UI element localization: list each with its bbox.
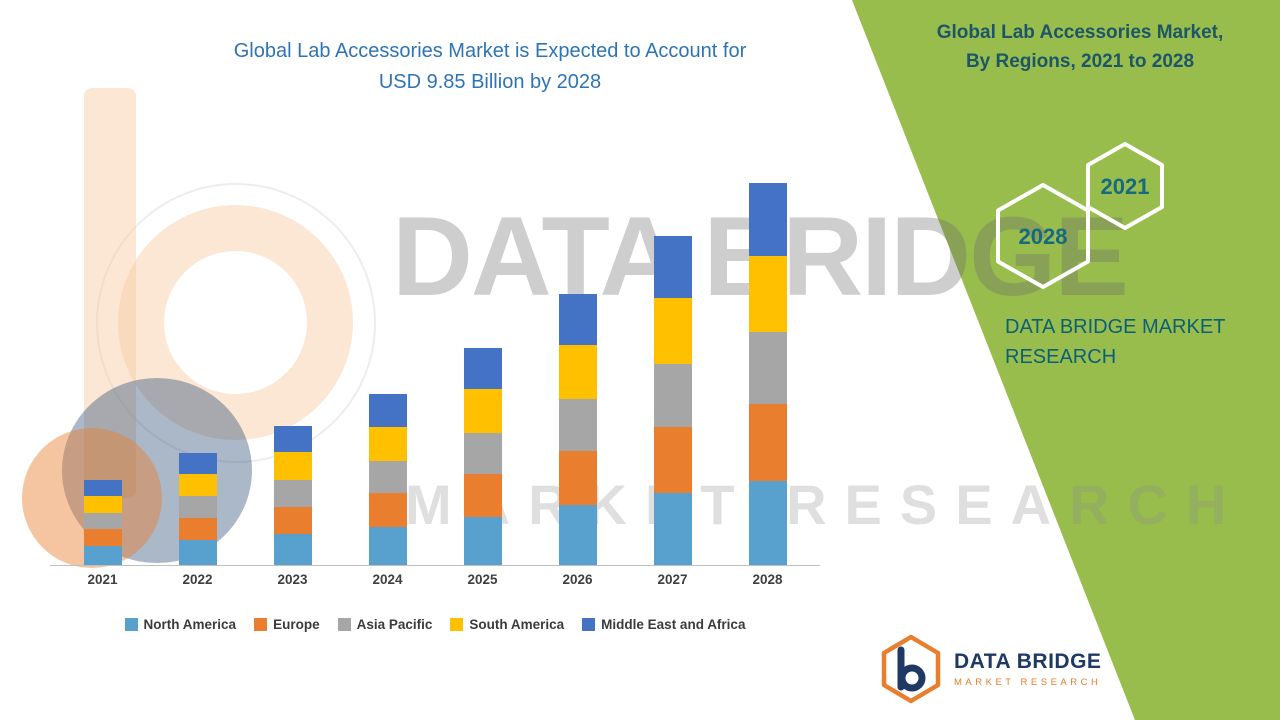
segment-2028-asia-pacific: [748, 331, 787, 405]
segment-2028-europe: [748, 404, 787, 481]
segment-2024-europe: [368, 493, 407, 528]
chart-legend: North America Europe Asia Pacific South Ame…: [30, 617, 840, 632]
segment-2026-north-america: [558, 505, 597, 565]
side-panel-title-line2: By Regions, 2021 to 2028: [965, 51, 1195, 73]
segment-2021-north-america: [83, 546, 122, 565]
side-panel-brand-line2: RESEARCH: [1005, 346, 1117, 368]
legend-swatch: [337, 618, 351, 631]
segment-2023-middle-east-and-africa: [273, 425, 312, 453]
segment-2027-europe: [653, 426, 692, 493]
chart-title-line2: USD 9.85 Billion by 2028: [378, 71, 602, 93]
hexagon-2028-label: 2028: [1019, 224, 1068, 249]
company-subtitle: MARKET RESEARCH: [954, 677, 1102, 688]
segment-2022-middle-east-and-africa: [178, 452, 217, 474]
watermark-text-market-research: MARKET RESEARCH: [405, 473, 1245, 536]
x-label-2027: 2027: [657, 572, 688, 587]
x-label-2028: 2028: [752, 572, 783, 587]
bar-2026: [558, 293, 597, 565]
side-panel-title: Global Lab Accessories Market, By Region…: [900, 18, 1260, 77]
segment-2027-asia-pacific: [653, 363, 692, 427]
segment-2024-south-america: [368, 426, 407, 461]
segment-2023-north-america: [273, 534, 312, 565]
bar-2025: [463, 347, 502, 565]
segment-2027-middle-east-and-africa: [653, 235, 692, 298]
segment-2021-south-america: [83, 495, 122, 514]
hexagon-2021-label: 2021: [1101, 174, 1150, 199]
legend-swatch: [124, 618, 138, 631]
segment-2025-north-america: [463, 517, 502, 565]
company-name: DATA BRIDGE: [954, 650, 1102, 673]
legend-item-europe: Europe: [254, 617, 320, 632]
legend-label: South America: [469, 617, 565, 632]
segment-2027-south-america: [653, 297, 692, 364]
side-panel-brand: DATA BRIDGE MARKET RESEARCH: [1005, 312, 1265, 372]
legend-swatch: [254, 618, 268, 631]
legend-item-north-america: North America: [124, 617, 237, 632]
legend-label: Europe: [273, 617, 320, 632]
bar-2021: [83, 479, 122, 565]
legend-item-asia-pacific: Asia Pacific: [337, 617, 433, 632]
segment-2025-south-america: [463, 389, 502, 433]
segment-2023-europe: [273, 506, 312, 535]
segment-2028-north-america: [748, 480, 787, 565]
segment-2026-europe: [558, 451, 597, 506]
watermark-logo-ring-outline: [96, 183, 376, 463]
x-label-2023: 2023: [277, 572, 308, 587]
hexagon-2021-outline: [1086, 142, 1164, 230]
x-label-2022: 2022: [182, 572, 213, 587]
segment-2021-middle-east-and-africa: [83, 479, 122, 496]
segment-2025-middle-east-and-africa: [463, 347, 502, 390]
bars: [55, 183, 815, 565]
legend-item-middle-east-and-africa: Middle East and Africa: [582, 617, 745, 632]
chart-title-line1: Global Lab Accessories Market is Expecte…: [233, 40, 747, 62]
segment-2025-europe: [463, 473, 502, 518]
bar-2023: [273, 425, 312, 565]
bar-2027: [653, 235, 692, 565]
segment-2027-north-america: [653, 492, 692, 565]
bar-2022: [178, 452, 217, 565]
segment-2022-europe: [178, 517, 217, 541]
segment-2021-asia-pacific: [83, 513, 122, 530]
legend-label: Middle East and Africa: [601, 617, 746, 632]
side-panel-brand-line1: DATA BRIDGE MARKET: [1005, 316, 1226, 338]
segment-2028-south-america: [748, 255, 787, 332]
segment-2026-south-america: [558, 345, 597, 400]
segment-2023-asia-pacific: [273, 480, 312, 507]
segment-2028-middle-east-and-africa: [748, 183, 787, 256]
segment-2022-south-america: [178, 473, 217, 497]
segment-2025-asia-pacific: [463, 432, 502, 474]
company-logo-mark: [881, 634, 941, 704]
x-axis-line: [50, 565, 820, 566]
year-hexagons: 2028 2021: [996, 142, 1164, 289]
legend-swatch: [450, 618, 464, 631]
company-logo: DATA BRIDGE MARKET RESEARCH: [880, 634, 1101, 704]
chart-title: Global Lab Accessories Market is Expecte…: [120, 36, 860, 98]
x-axis-labels: 2021 2022 2023 2024 2025 2026 2027 2028: [55, 572, 815, 587]
bar-2024: [368, 394, 407, 565]
x-label-2021: 2021: [87, 572, 118, 587]
hexagon-2028-outline: [996, 183, 1090, 289]
x-label-2025: 2025: [467, 572, 498, 587]
segment-2022-asia-pacific: [178, 496, 217, 518]
legend-item-south-america: South America: [450, 617, 564, 632]
segment-2023-south-america: [273, 452, 312, 481]
segment-2024-asia-pacific: [368, 460, 407, 494]
legend-label: Asia Pacific: [356, 617, 433, 632]
logo-hexagon: [881, 634, 941, 704]
segment-2024-north-america: [368, 527, 407, 565]
side-panel-title-line1: Global Lab Accessories Market,: [936, 22, 1224, 43]
logo-b-bowl: [898, 664, 926, 692]
x-label-2026: 2026: [562, 572, 593, 587]
segment-2026-middle-east-and-africa: [558, 293, 597, 346]
segment-2022-north-america: [178, 540, 217, 565]
legend-label: North America: [143, 617, 237, 632]
segment-2024-middle-east-and-africa: [368, 394, 407, 427]
company-logo-text: DATA BRIDGE MARKET RESEARCH: [954, 650, 1101, 688]
segment-2026-asia-pacific: [558, 399, 597, 452]
legend-swatch: [582, 618, 596, 631]
bar-2028: [748, 183, 787, 565]
x-label-2024: 2024: [372, 572, 403, 587]
segment-2021-europe: [83, 529, 122, 547]
